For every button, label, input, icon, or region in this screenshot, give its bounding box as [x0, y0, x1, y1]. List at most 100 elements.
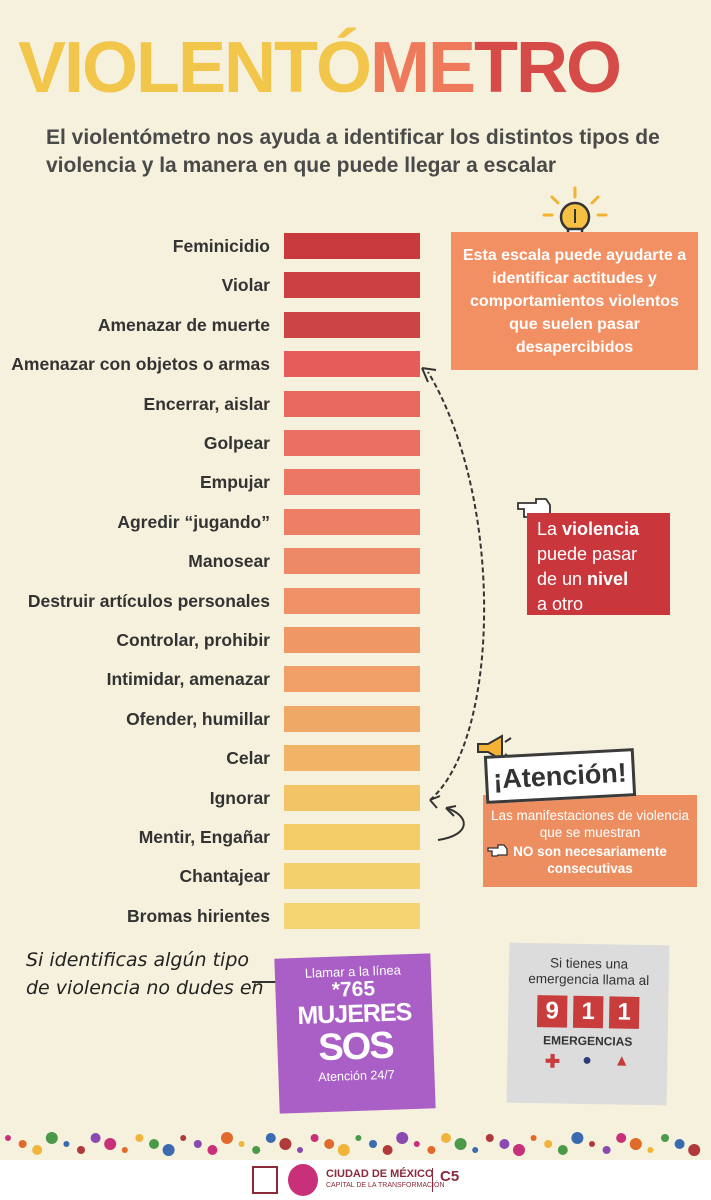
coat-of-arms-icon — [252, 1166, 278, 1194]
scale-label: Manosear — [188, 551, 270, 571]
border-flower — [279, 1138, 292, 1150]
scale-bar — [284, 391, 420, 417]
scale-label: Intimidar, amenazar — [106, 669, 270, 689]
border-flower — [135, 1134, 144, 1142]
border-flower — [297, 1147, 303, 1153]
scale-bar — [284, 272, 420, 298]
border-flower — [180, 1135, 187, 1141]
border-flower — [162, 1144, 175, 1156]
fire-icon: ▲ — [613, 1052, 630, 1070]
scale-bar — [284, 863, 420, 889]
emergency-label: EMERGENCIAS — [542, 1033, 633, 1049]
info2-bold: nivel — [587, 569, 629, 589]
info-box-violence-levels: La violencia puede pasar de un nivel a o… — [527, 513, 670, 615]
scale-label: Celar — [226, 748, 270, 768]
footer-divider — [432, 1168, 433, 1192]
border-flower — [104, 1138, 117, 1150]
info2-text: puede pasar — [537, 544, 638, 564]
sos-logo: SOS — [317, 1024, 394, 1070]
scale-bar — [284, 588, 420, 614]
border-flower — [252, 1146, 261, 1154]
info2-text: La — [537, 519, 563, 539]
scale-bar — [284, 824, 420, 850]
title-part-3: TRO — [474, 28, 622, 108]
pointing-hand-small-icon — [487, 844, 508, 857]
digit-1b: 1 — [608, 996, 640, 1029]
border-flower — [18, 1140, 27, 1148]
border-flower — [616, 1133, 627, 1143]
border-flower — [557, 1145, 568, 1155]
scale-bar — [284, 785, 420, 811]
decorative-floral-border — [0, 1128, 711, 1160]
border-flower — [77, 1146, 85, 1154]
footer-c5-logo: C5 — [440, 1168, 460, 1185]
handwritten-line-2: de violencia no dudes en — [26, 977, 264, 999]
border-flower — [63, 1141, 70, 1147]
scale-bar — [284, 351, 420, 377]
border-flower — [661, 1134, 669, 1142]
border-flower — [472, 1147, 479, 1153]
scale-label: Amenazar con objetos o armas — [11, 354, 270, 374]
border-flower — [688, 1144, 701, 1156]
border-flower — [382, 1145, 393, 1155]
border-flower — [45, 1132, 58, 1144]
red-cross-icon: ✚ — [544, 1051, 561, 1072]
attention-bold-text: NO son necesariamente consecutivas — [513, 844, 667, 876]
scale-bar — [284, 509, 420, 535]
scale-bar — [284, 745, 420, 771]
border-flower — [413, 1141, 420, 1147]
title-part-1: VIOLENTÓ — [18, 28, 372, 108]
scale-label: Feminicidio — [172, 236, 270, 256]
info-box-scale-text: Esta escala puede ayudarte a identificar… — [462, 246, 687, 356]
scale-bar — [284, 548, 420, 574]
border-flower — [544, 1140, 553, 1148]
border-flower — [355, 1135, 362, 1141]
border-flower — [369, 1140, 377, 1148]
scale-bar — [284, 233, 420, 259]
border-flower — [337, 1144, 350, 1156]
scale-label: Ofender, humillar — [126, 709, 270, 729]
info2-text: a otro — [537, 594, 584, 614]
border-flower — [193, 1140, 202, 1148]
border-flower — [441, 1133, 451, 1143]
border-flower — [674, 1139, 685, 1149]
scale-label: Encerrar, aislar — [143, 394, 270, 414]
digit-9: 9 — [536, 995, 568, 1028]
border-flower — [602, 1146, 611, 1154]
border-flower — [310, 1134, 319, 1142]
scale-bar — [284, 430, 420, 456]
mujeres-sos-card[interactable]: Llamar a la línea *765 MUJERES SOS Atenc… — [274, 953, 436, 1114]
scale-label: Amenazar de muerte — [97, 315, 270, 335]
emergency-card[interactable]: Si tienes una emergencia llama al 9 1 1 … — [506, 942, 670, 1106]
scale-label: Chantajear — [179, 866, 270, 886]
page-title: VIOLENTÓMETRO — [18, 28, 622, 108]
scale-label: Violar — [221, 275, 270, 295]
scale-bar — [284, 903, 420, 929]
scale-label: Agredir “jugando” — [117, 512, 270, 532]
border-flower — [485, 1134, 494, 1142]
scale-label: Controlar, prohibir — [116, 630, 270, 650]
border-flower — [647, 1147, 654, 1153]
escalation-arrow — [421, 367, 486, 841]
border-flower — [427, 1146, 436, 1154]
info2-bold: violencia — [562, 519, 640, 539]
info-box-scale: Esta escala puede ayudarte a identificar… — [451, 232, 698, 370]
attention-title: ¡Atención! — [483, 748, 637, 804]
emergency-line-2: emergencia llama al — [528, 970, 650, 989]
border-flower — [324, 1139, 335, 1149]
scale-label: Bromas hirientes — [127, 906, 270, 926]
attention-box: Las manifestaciones de violencia que se … — [483, 795, 697, 887]
scale-bar — [284, 666, 420, 692]
scale-bar — [284, 627, 420, 653]
scale-bar — [284, 469, 420, 495]
border-flower — [396, 1132, 409, 1144]
police-cap-icon: ● — [581, 1051, 592, 1070]
scale-label: Mentir, Engañar — [138, 827, 270, 847]
border-flower — [513, 1144, 525, 1156]
footer: CIUDAD DE MÉXICO CAPITAL DE LA TRANSFORM… — [0, 1160, 711, 1200]
footer-tagline: CAPITAL DE LA TRANSFORMACIÓN — [326, 1182, 445, 1189]
handwritten-line-1: Si identificas algún tipo — [26, 949, 249, 971]
border-flower — [571, 1132, 584, 1144]
border-flower — [265, 1133, 276, 1143]
emergency-digits: 9 1 1 — [508, 995, 669, 1030]
